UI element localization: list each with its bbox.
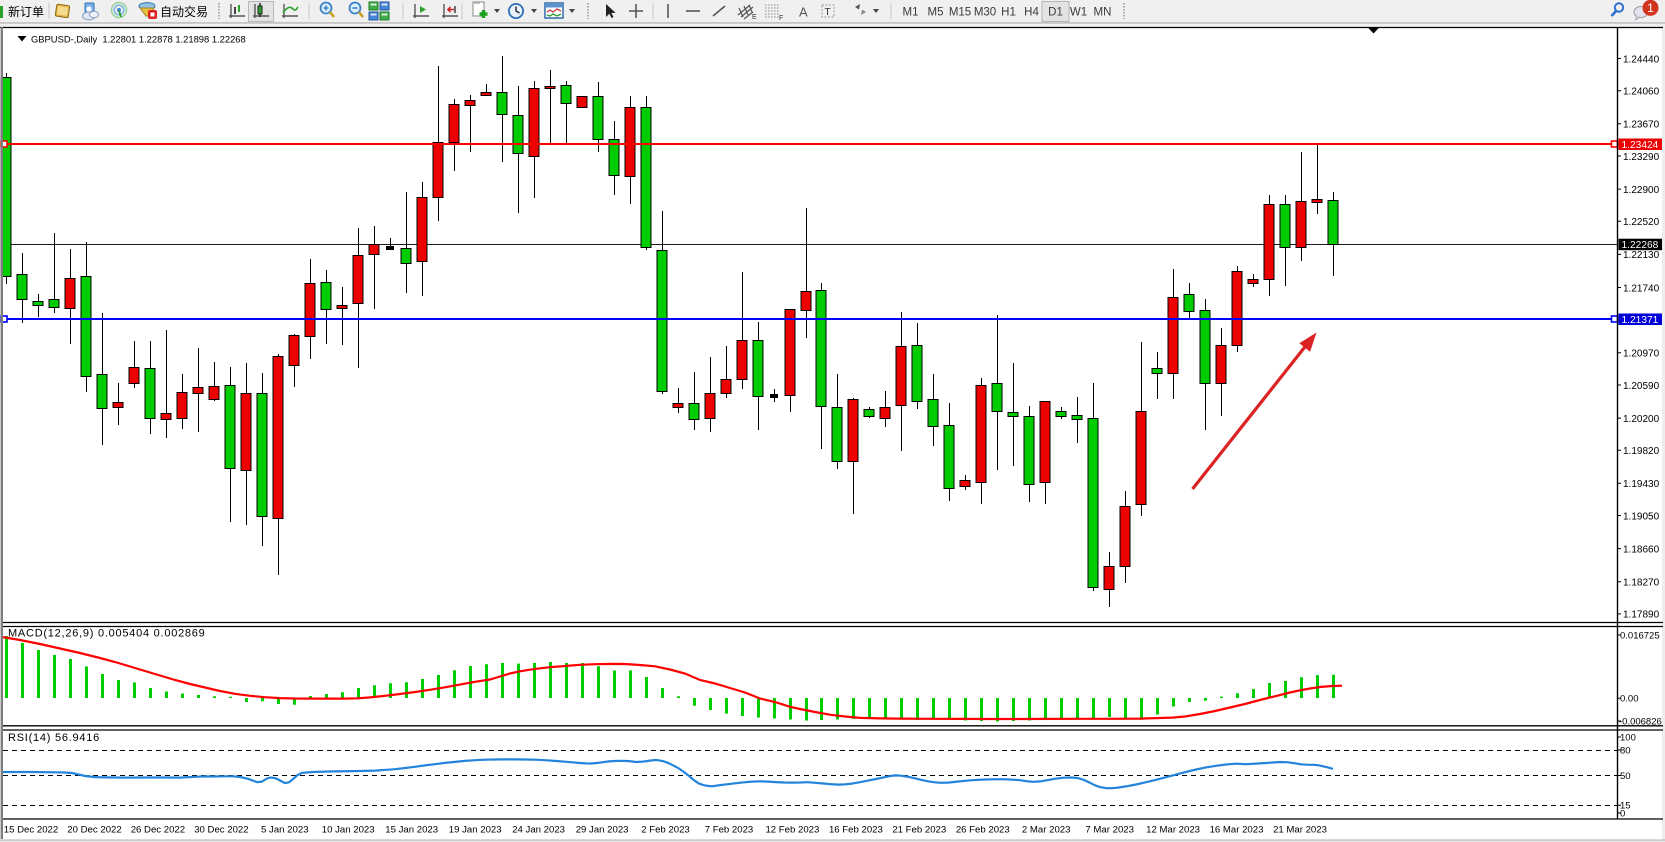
svg-text:7 Feb 2023: 7 Feb 2023: [705, 825, 754, 836]
svg-text:7 Mar 2023: 7 Mar 2023: [1085, 825, 1134, 836]
svg-text:50: 50: [1620, 771, 1631, 782]
svg-text:1.19050: 1.19050: [1623, 511, 1660, 522]
svg-text:1.19820: 1.19820: [1623, 446, 1660, 457]
svg-text:MACD(12,26,9) 0.005404 0.00286: MACD(12,26,9) 0.005404 0.002869: [8, 628, 206, 640]
svg-text:1.19430: 1.19430: [1623, 479, 1660, 490]
svg-text:RSI(14) 56.9416: RSI(14) 56.9416: [8, 732, 100, 744]
svg-text:1.22268: 1.22268: [1622, 240, 1659, 251]
svg-text:1.22900: 1.22900: [1623, 185, 1660, 196]
svg-text:M15: M15: [949, 7, 971, 19]
svg-text:24 Jan 2023: 24 Jan 2023: [512, 825, 565, 836]
svg-text:1.20200: 1.20200: [1623, 414, 1660, 425]
svg-text:1.17890: 1.17890: [1623, 610, 1660, 621]
svg-text:1.18660: 1.18660: [1623, 544, 1660, 555]
svg-text:0: 0: [1620, 809, 1625, 820]
svg-text:-0.006826: -0.006826: [1619, 717, 1662, 728]
svg-text:12 Mar 2023: 12 Mar 2023: [1146, 825, 1200, 836]
svg-text:D1: D1: [1048, 7, 1063, 19]
svg-text:100: 100: [1620, 733, 1636, 744]
svg-text:F: F: [779, 15, 783, 22]
svg-text:30 Dec 2022: 30 Dec 2022: [194, 825, 248, 836]
svg-text:1.20590: 1.20590: [1623, 381, 1660, 392]
svg-text:16 Feb 2023: 16 Feb 2023: [829, 825, 883, 836]
svg-text:29 Jan 2023: 29 Jan 2023: [576, 825, 629, 836]
svg-text:2 Mar 2023: 2 Mar 2023: [1022, 825, 1071, 836]
svg-text:1.23290: 1.23290: [1623, 152, 1660, 163]
svg-text:H4: H4: [1024, 7, 1039, 19]
svg-text:1.22520: 1.22520: [1623, 217, 1660, 228]
svg-text:2 Feb 2023: 2 Feb 2023: [641, 825, 690, 836]
svg-text:0.016725: 0.016725: [1620, 631, 1660, 642]
svg-text:1.24060: 1.24060: [1623, 87, 1660, 98]
svg-text:1.24440: 1.24440: [1623, 54, 1660, 65]
svg-text:26 Feb 2023: 26 Feb 2023: [956, 825, 1010, 836]
svg-text:1.20970: 1.20970: [1623, 349, 1660, 360]
svg-text:21 Feb 2023: 21 Feb 2023: [892, 825, 946, 836]
svg-text:80: 80: [1620, 746, 1631, 757]
svg-text:10 Jan 2023: 10 Jan 2023: [322, 825, 375, 836]
svg-text:1.21371: 1.21371: [1622, 315, 1659, 326]
svg-text:GBPUSD-,Daily 1.22801 1.22878: GBPUSD-,Daily 1.22801 1.22878 1.21898 1.…: [31, 34, 246, 45]
svg-text:20 Dec 2022: 20 Dec 2022: [67, 825, 121, 836]
svg-text:12 Feb 2023: 12 Feb 2023: [765, 825, 819, 836]
svg-text:1.23670: 1.23670: [1623, 120, 1660, 131]
svg-text:新订单: 新订单: [8, 4, 44, 19]
svg-text:M1: M1: [903, 7, 919, 19]
svg-text:1.22130: 1.22130: [1623, 250, 1660, 261]
svg-text:19 Jan 2023: 19 Jan 2023: [449, 825, 502, 836]
svg-text:M30: M30: [974, 7, 996, 19]
svg-text:E: E: [752, 14, 757, 21]
svg-text:1.21740: 1.21740: [1623, 283, 1660, 294]
svg-text:H1: H1: [1001, 7, 1016, 19]
svg-text:26 Dec 2022: 26 Dec 2022: [131, 825, 185, 836]
svg-text:15 Dec 2022: 15 Dec 2022: [4, 825, 58, 836]
svg-text:自动交易: 自动交易: [160, 4, 208, 19]
svg-text:16 Mar 2023: 16 Mar 2023: [1210, 825, 1264, 836]
svg-text:A: A: [799, 5, 808, 20]
svg-text:1: 1: [1647, 1, 1654, 15]
svg-text:0.00: 0.00: [1620, 694, 1639, 705]
svg-text:21 Mar 2023: 21 Mar 2023: [1273, 825, 1327, 836]
svg-text:M5: M5: [928, 7, 944, 19]
svg-text:1.18270: 1.18270: [1623, 578, 1660, 589]
svg-text:15: 15: [1620, 801, 1631, 812]
svg-text:5 Jan 2023: 5 Jan 2023: [261, 825, 308, 836]
svg-text:T: T: [825, 7, 831, 18]
svg-text:MN: MN: [1094, 7, 1112, 19]
svg-text:15 Jan 2023: 15 Jan 2023: [385, 825, 438, 836]
svg-text:W1: W1: [1070, 7, 1087, 19]
svg-text:1.23424: 1.23424: [1622, 140, 1659, 151]
